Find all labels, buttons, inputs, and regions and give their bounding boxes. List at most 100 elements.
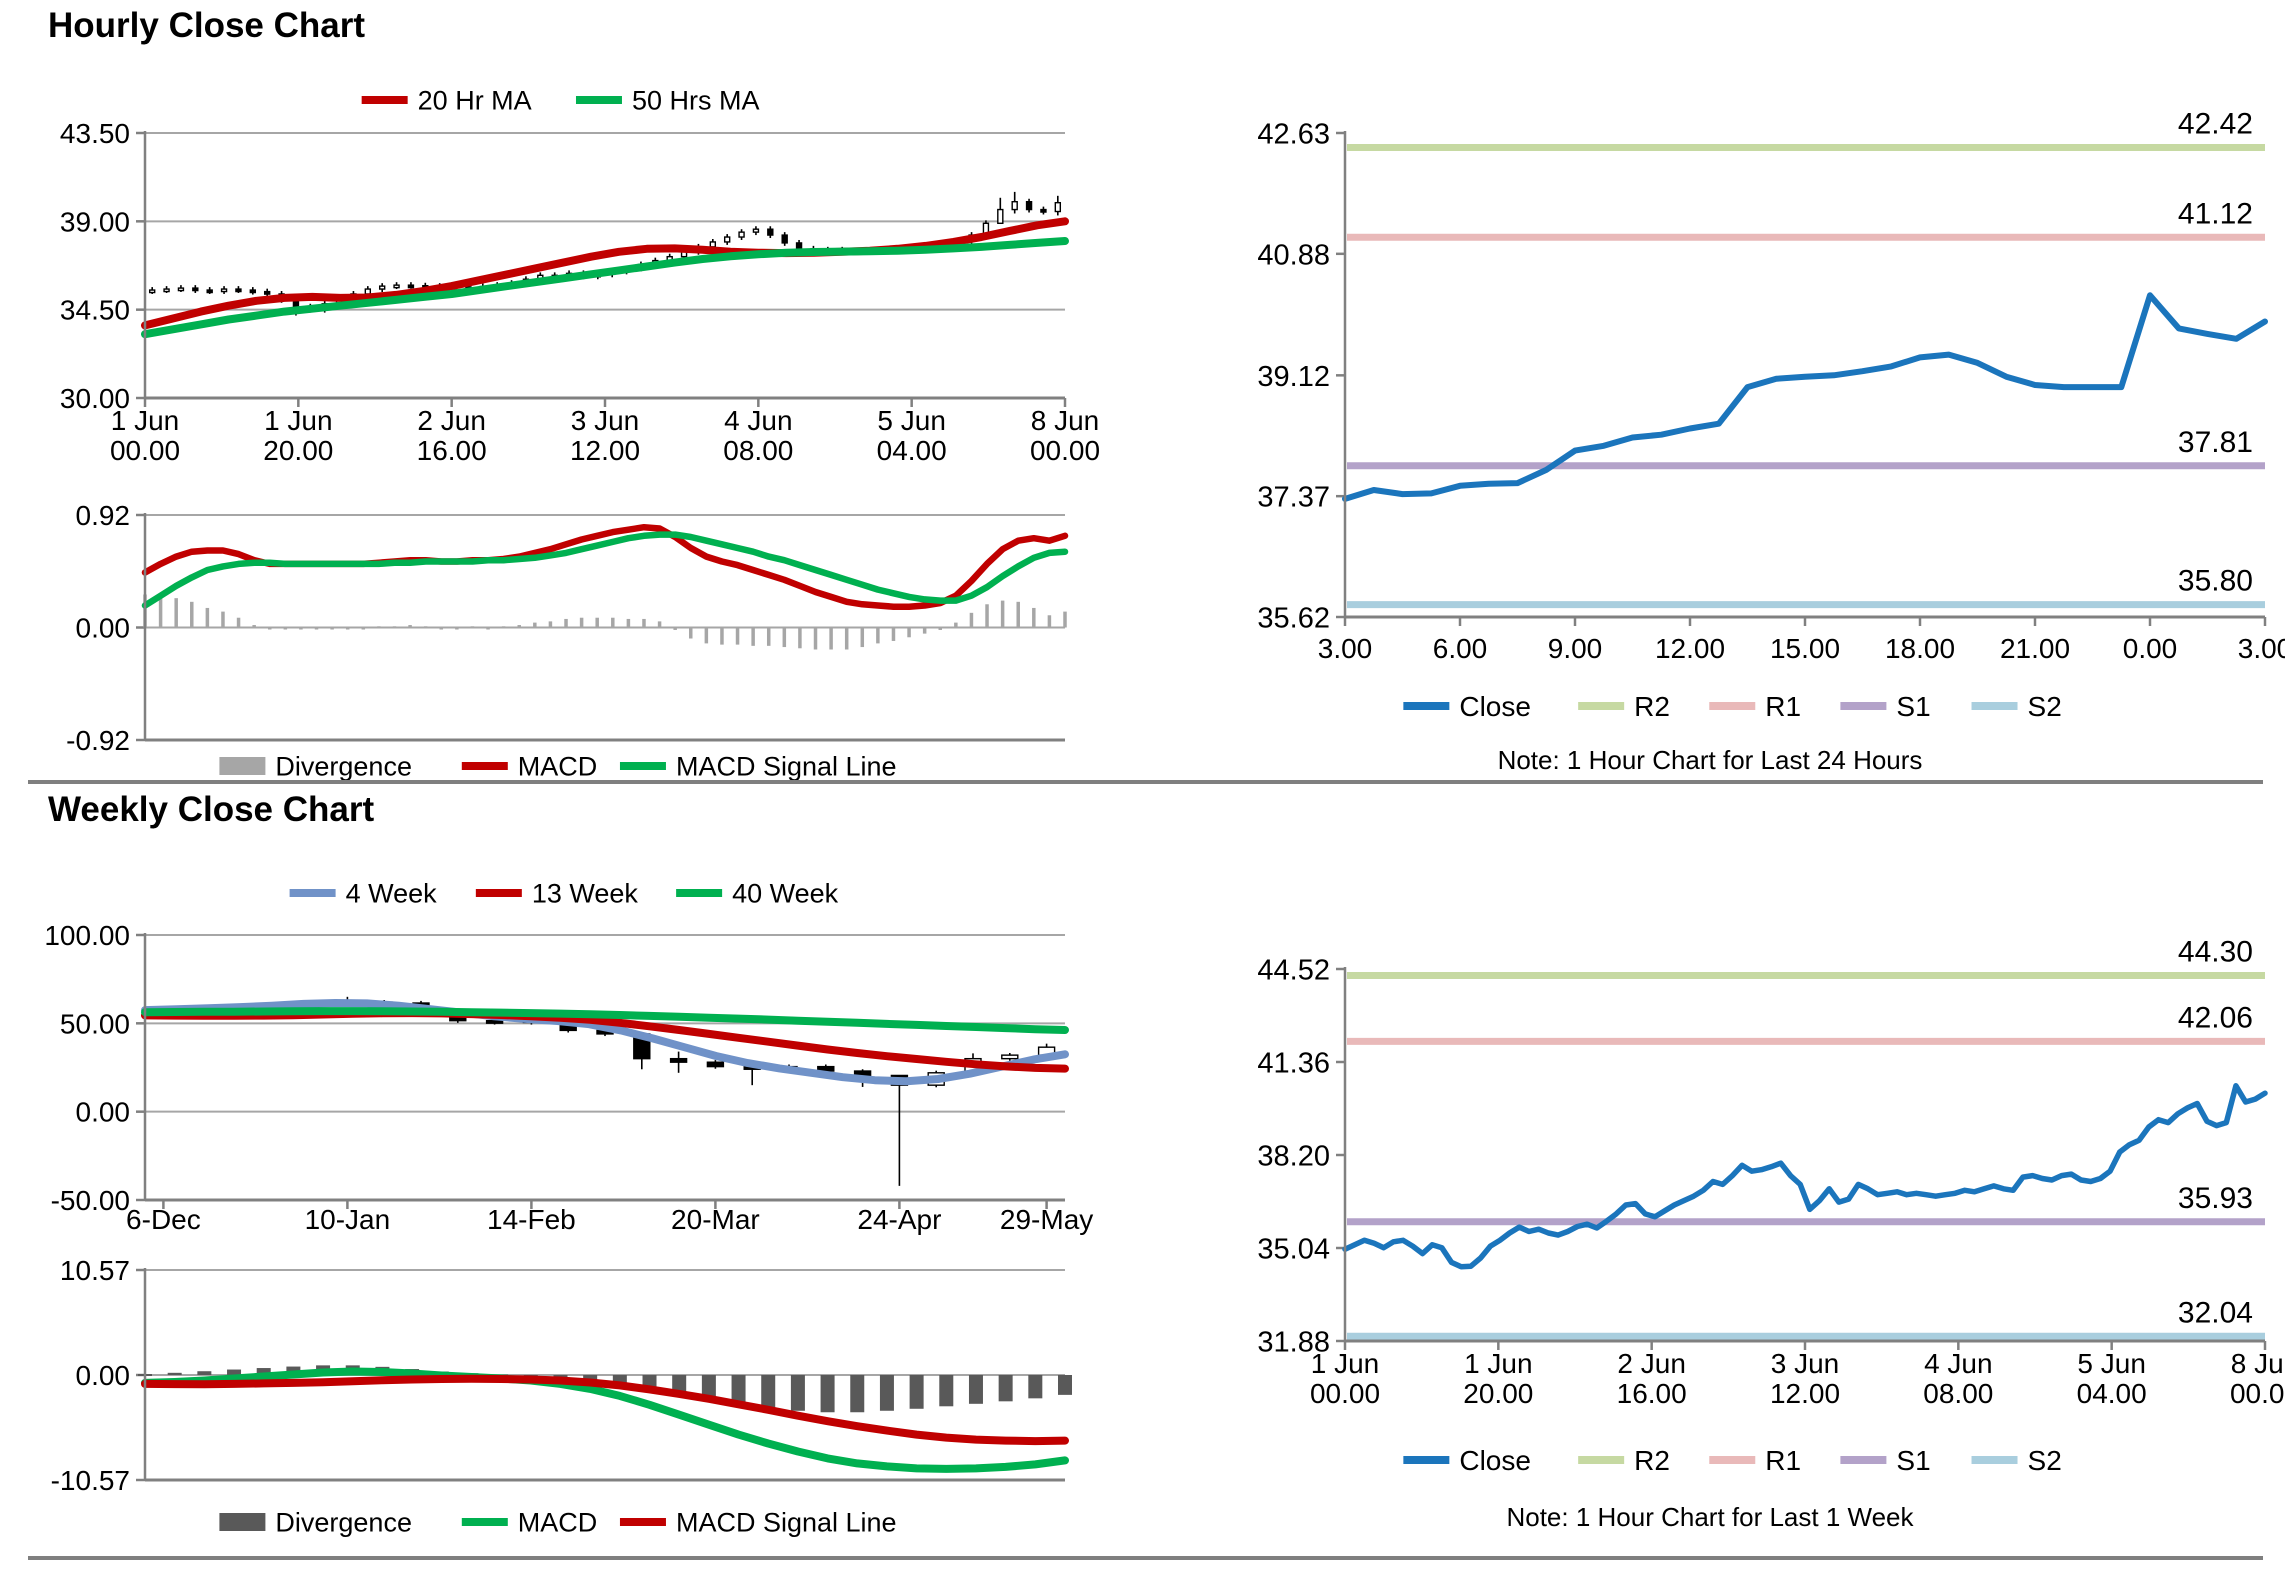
y-tick-label: 35.04 — [1257, 1233, 1330, 1265]
divergence-legend-label: Divergence — [275, 752, 412, 780]
x-tick-label: 3 Jun — [1771, 1348, 1840, 1379]
x-tick-label: 00.00 — [110, 435, 180, 466]
y-tick-label: 41.36 — [1257, 1047, 1330, 1079]
weekly-pivot-note: Note: 1 Hour Chart for Last 1 Week — [1506, 1502, 1914, 1532]
r2-value-label: 44.30 — [2178, 935, 2253, 968]
y-tick-label: 39.00 — [60, 206, 130, 237]
s1-value-label: 37.81 — [2178, 426, 2253, 459]
section-divider — [28, 780, 2263, 784]
x-tick-label: 1 Jun — [1311, 1348, 1380, 1379]
x-tick-label: 8 Jun — [1031, 405, 1100, 436]
divergence-legend-swatch — [219, 757, 266, 775]
x-tick-label: 2 Jun — [417, 405, 486, 436]
s2-legend-label: S2 — [2028, 691, 2062, 722]
hourlypivot-svg: 42.63 40.88 39.12 37.37 35.62 42.42 41.12 37.81… — [1257, 107, 2291, 722]
y-tick-label: 44.52 — [1257, 954, 1330, 986]
y-tick-label: 50.00 — [60, 1008, 130, 1039]
x-tick-label: 00.00 — [2230, 1378, 2285, 1409]
x-tick-label: 8 Jun — [2231, 1348, 2285, 1379]
r2-legend-label: R2 — [1634, 691, 1670, 722]
legend: Divergence MACD MACD Signal Line — [219, 752, 897, 782]
50-hrs-ma-line — [141, 237, 1069, 339]
close-line — [1342, 292, 2268, 502]
x-tick-label: 21.00 — [2000, 633, 2070, 664]
x-tick-label: 04.00 — [2077, 1378, 2147, 1409]
weekly-section-title: Weekly Close Chart — [48, 790, 375, 829]
x-tick-label: 15.00 — [1770, 633, 1840, 664]
y-tick-label: 31.88 — [1257, 1326, 1330, 1358]
close-legend-label: Close — [1459, 1445, 1531, 1476]
weeklypivot-svg: 44.52 41.36 38.20 35.04 31.88 44.30 42.06 35.93… — [1257, 935, 2291, 1476]
legend: Close R2 R1 S1 S2 — [1403, 1445, 2062, 1476]
x-tick-label: 1 Jun — [1464, 1348, 1533, 1379]
legend: 4 Week 13 Week 40 Week — [289, 879, 839, 909]
x-tick-label: 10-Jan — [305, 1204, 391, 1235]
page-bottom-divider — [28, 1556, 2263, 1560]
20-hr-ma-legend-label: 20 Hr MA — [418, 86, 532, 116]
x-tick-label: 18.00 — [1885, 633, 1955, 664]
r2-legend-label: R2 — [1634, 1445, 1670, 1476]
y-tick-label: 38.20 — [1257, 1140, 1330, 1172]
weekly-macd-chart: 10.57 0.00 -10.57 Divergence MACD MACD Signal… — [40, 1238, 1100, 1543]
legend: Divergence MACD MACD Signal Line — [219, 1508, 897, 1538]
r1-legend-label: R1 — [1765, 1445, 1801, 1476]
x-tick-label: 5 Jun — [877, 405, 946, 436]
y-tick-label: 39.12 — [1257, 361, 1330, 393]
close-line — [1342, 1083, 2268, 1270]
y-tick-label: 0.92 — [76, 500, 131, 531]
s1-legend-label: S1 — [1896, 1445, 1930, 1476]
x-tick-label: 16.00 — [1617, 1378, 1687, 1409]
macd-line — [141, 1367, 1069, 1473]
x-tick-label: 00.00 — [1030, 435, 1100, 466]
y-tick-label: 42.63 — [1257, 118, 1330, 150]
legend: 20 Hr MA 50 Hrs MA — [361, 86, 760, 116]
divergence-legend-label: Divergence — [275, 1508, 412, 1538]
x-tick-label: 08.00 — [1923, 1378, 1993, 1409]
hourly-macd-chart: 0.92 0.00 -0.92 Divergence MACD MACD Signal L… — [40, 470, 1100, 785]
x-tick-label: 16.00 — [417, 435, 487, 466]
x-tick-label: 3 Jun — [571, 405, 640, 436]
y-tick-label: 30.00 — [60, 383, 130, 414]
y-tick-label: 100.00 — [44, 920, 130, 951]
x-tick-label: 20-Mar — [671, 1204, 760, 1235]
y-tick-label: 40.88 — [1257, 239, 1330, 271]
weeklymacd-svg: 10.57 0.00 -10.57 Divergence MACD MACD Signal… — [51, 1255, 1072, 1538]
40-week-line — [141, 1007, 1069, 1034]
r1-value-label: 42.06 — [2178, 1001, 2253, 1034]
macd-signal-line-line — [141, 1374, 1069, 1446]
r1-value-label: 41.12 — [2178, 197, 2253, 230]
x-tick-label: 12.00 — [1770, 1378, 1840, 1409]
13-week-legend-label: 13 Week — [532, 879, 639, 909]
x-tick-label: 12.00 — [570, 435, 640, 466]
x-tick-label: 4 Jun — [1924, 1348, 1993, 1379]
r1-legend-label: R1 — [1765, 691, 1801, 722]
s2-legend-label: S2 — [2028, 1445, 2062, 1476]
50-hrs-ma-legend-label: 50 Hrs MA — [632, 86, 760, 116]
macd-legend-label: MACD — [518, 1508, 598, 1538]
y-tick-label: 0.00 — [76, 1097, 131, 1128]
x-tick-label: 3.00 — [1318, 633, 1373, 664]
divergence-legend-swatch — [219, 1513, 266, 1531]
y-tick-label: 34.50 — [60, 295, 130, 326]
x-tick-label: 29-May — [1000, 1204, 1093, 1235]
s2-value-label: 32.04 — [2178, 1296, 2253, 1329]
weeklyclose-svg: 100.00 50.00 0.00 -50.006-Dec 10-Jan 14-Feb 20… — [44, 879, 1093, 1235]
y-tick-label: 10.57 — [60, 1255, 130, 1286]
close-legend-label: Close — [1459, 691, 1531, 722]
hourly-pivot-chart: 42.63 40.88 39.12 37.37 35.62 42.42 41.12 37.81… — [1200, 68, 2291, 738]
4-week-legend-label: 4 Week — [346, 879, 438, 909]
macd-signal-line-legend-label: MACD Signal Line — [676, 1508, 897, 1538]
x-tick-label: 4 Jun — [724, 405, 793, 436]
weekly-pivot-chart: 44.52 41.36 38.20 35.04 31.88 44.30 42.06 35.93… — [1200, 900, 2291, 1505]
y-tick-label: 0.00 — [76, 613, 131, 644]
x-tick-label: 9.00 — [1548, 633, 1603, 664]
x-tick-label: 6.00 — [1433, 633, 1488, 664]
x-tick-label: 08.00 — [723, 435, 793, 466]
x-tick-label: 14-Feb — [487, 1204, 576, 1235]
x-tick-label: 3.00 — [2238, 633, 2285, 664]
x-tick-label: 2 Jun — [1617, 1348, 1686, 1379]
x-tick-label: 6-Dec — [126, 1204, 201, 1235]
y-tick-label: 0.00 — [76, 1360, 131, 1391]
y-tick-label: -10.57 — [51, 1465, 130, 1496]
